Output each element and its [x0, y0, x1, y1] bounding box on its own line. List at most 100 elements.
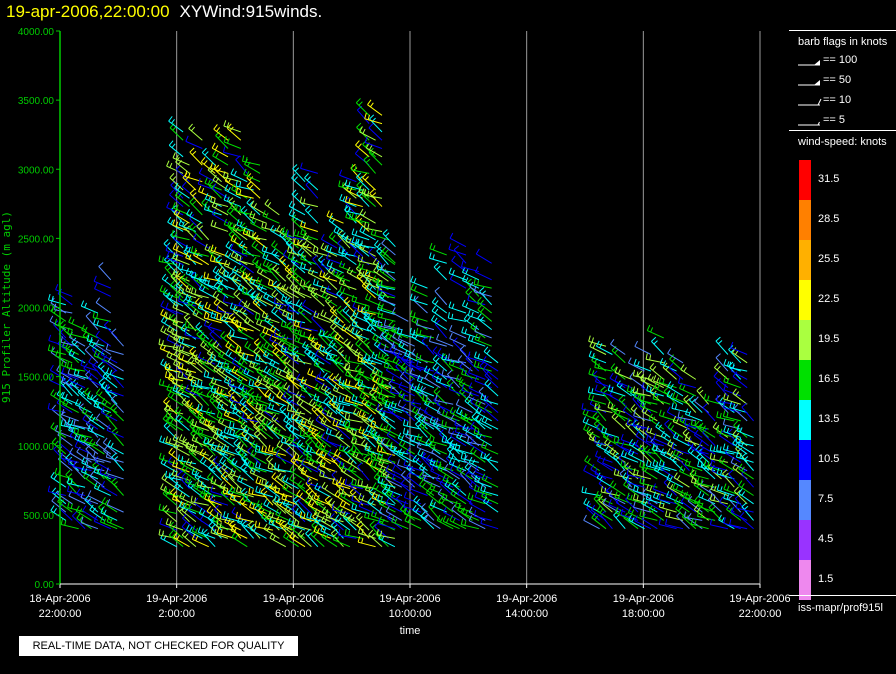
barb-flag [288, 200, 293, 207]
barb-flag [109, 518, 113, 524]
barb-flag [341, 488, 344, 494]
barb-flag [299, 492, 303, 498]
barb-flag [287, 252, 291, 259]
barb-flag [374, 462, 378, 468]
barb-flag [203, 203, 207, 210]
barb-flag [359, 523, 364, 529]
barb-flag [174, 182, 179, 189]
barb-flag [354, 480, 357, 486]
barb-flag [240, 418, 245, 424]
barb-staff [210, 499, 229, 506]
barb-flag [222, 334, 227, 339]
barb-flag [191, 434, 195, 441]
barb-flag [329, 330, 335, 336]
barb-staff [191, 473, 209, 481]
barb-flag [95, 388, 101, 394]
barb-flag [177, 371, 180, 378]
barb-flag [282, 249, 288, 256]
barb-staff [95, 335, 112, 347]
barb-flag [165, 403, 168, 410]
barb-flag [338, 403, 341, 411]
barb-flag [169, 294, 174, 300]
barb-flag [206, 356, 212, 363]
barb-flag [255, 350, 261, 355]
barb-staff [359, 213, 376, 224]
barb-staff [162, 418, 177, 431]
barb-flag [169, 520, 172, 526]
wind-barb [191, 443, 209, 456]
barb-flag [68, 424, 72, 431]
barb-flag [240, 378, 244, 384]
barb-flag [169, 313, 175, 319]
barb-flag [286, 321, 292, 327]
barb-flag [184, 170, 188, 177]
barb-flag [198, 185, 202, 192]
barb-flag [198, 325, 203, 330]
barb-flag [188, 478, 192, 484]
wind-barb [61, 408, 79, 422]
barb-flag [174, 190, 180, 196]
barb-flag [210, 477, 214, 484]
barb-flag [228, 271, 234, 277]
wind-barb [208, 454, 222, 473]
barb-flag [351, 212, 354, 219]
barb-flag [53, 392, 57, 397]
barb-flag [308, 398, 314, 405]
barb-staff [69, 336, 86, 347]
barb-flag [207, 179, 211, 185]
barb-flag [172, 283, 177, 289]
barb-flag [217, 258, 223, 263]
barb-flag [53, 508, 57, 513]
barb-flag [343, 338, 349, 344]
barb-flag [67, 327, 70, 334]
barb-staff [198, 356, 216, 365]
barb-flag [278, 255, 284, 261]
barb-staff [164, 267, 178, 282]
barb-flag [237, 358, 242, 364]
barb-staff [342, 385, 357, 398]
barb-flag [274, 495, 277, 502]
barb-staff [58, 507, 73, 521]
barb-flag [100, 348, 105, 355]
wind-barb [102, 354, 118, 372]
barb-flag [342, 305, 348, 312]
wind-barb [111, 477, 124, 496]
barb-flag [343, 296, 349, 302]
barb-staff [98, 266, 112, 281]
barb-flag [245, 248, 248, 254]
barb-staff [368, 152, 383, 166]
barb-staff [269, 537, 286, 548]
barb-flag [354, 438, 357, 444]
barb-flag [172, 219, 176, 226]
barb-staff [165, 368, 184, 373]
barb-staff [204, 498, 222, 506]
barb-flag [166, 350, 170, 357]
barb-flag [337, 238, 343, 244]
barb-flag [185, 458, 190, 465]
barb-staff [165, 476, 184, 481]
barb-flag [271, 248, 276, 254]
barb-flag [235, 345, 239, 352]
barb-flag [90, 394, 93, 400]
barb-flag [105, 343, 109, 350]
barb-flag [235, 485, 239, 492]
barb-flag [194, 247, 197, 253]
barb-flag [97, 484, 101, 490]
barb-staff [185, 250, 203, 257]
barb-staff [50, 510, 67, 521]
wind-barb [172, 318, 190, 332]
barb-flag [70, 503, 73, 509]
barb-flag [92, 451, 96, 458]
wind-barb [106, 384, 124, 397]
barb-flag [100, 507, 104, 514]
barb-flag [268, 402, 271, 409]
barb-staff [339, 283, 357, 290]
barb-flag [348, 356, 351, 362]
barb-flag [178, 336, 182, 343]
barb-flag [351, 445, 354, 452]
barb-flag [203, 312, 207, 319]
barb-flag [104, 384, 108, 390]
barb-flag [292, 495, 299, 501]
barb-flag [368, 529, 374, 535]
barb-flag [272, 264, 278, 270]
